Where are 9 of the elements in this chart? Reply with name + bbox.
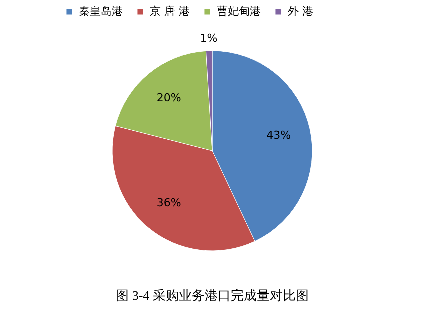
data-label: 43%	[266, 129, 292, 142]
data-label: 36%	[156, 196, 182, 210]
data-label: 1%	[200, 32, 218, 46]
data-label: 20%	[156, 92, 182, 105]
legend-label: 京 唐 港	[150, 4, 190, 18]
legend-label: 外 港	[288, 4, 314, 18]
legend-label: 曹妃甸港	[217, 4, 261, 18]
legend-label: 秦皇岛港	[79, 4, 123, 18]
text: 图 3-4 采购业务港口完成量对比图	[116, 288, 309, 303]
